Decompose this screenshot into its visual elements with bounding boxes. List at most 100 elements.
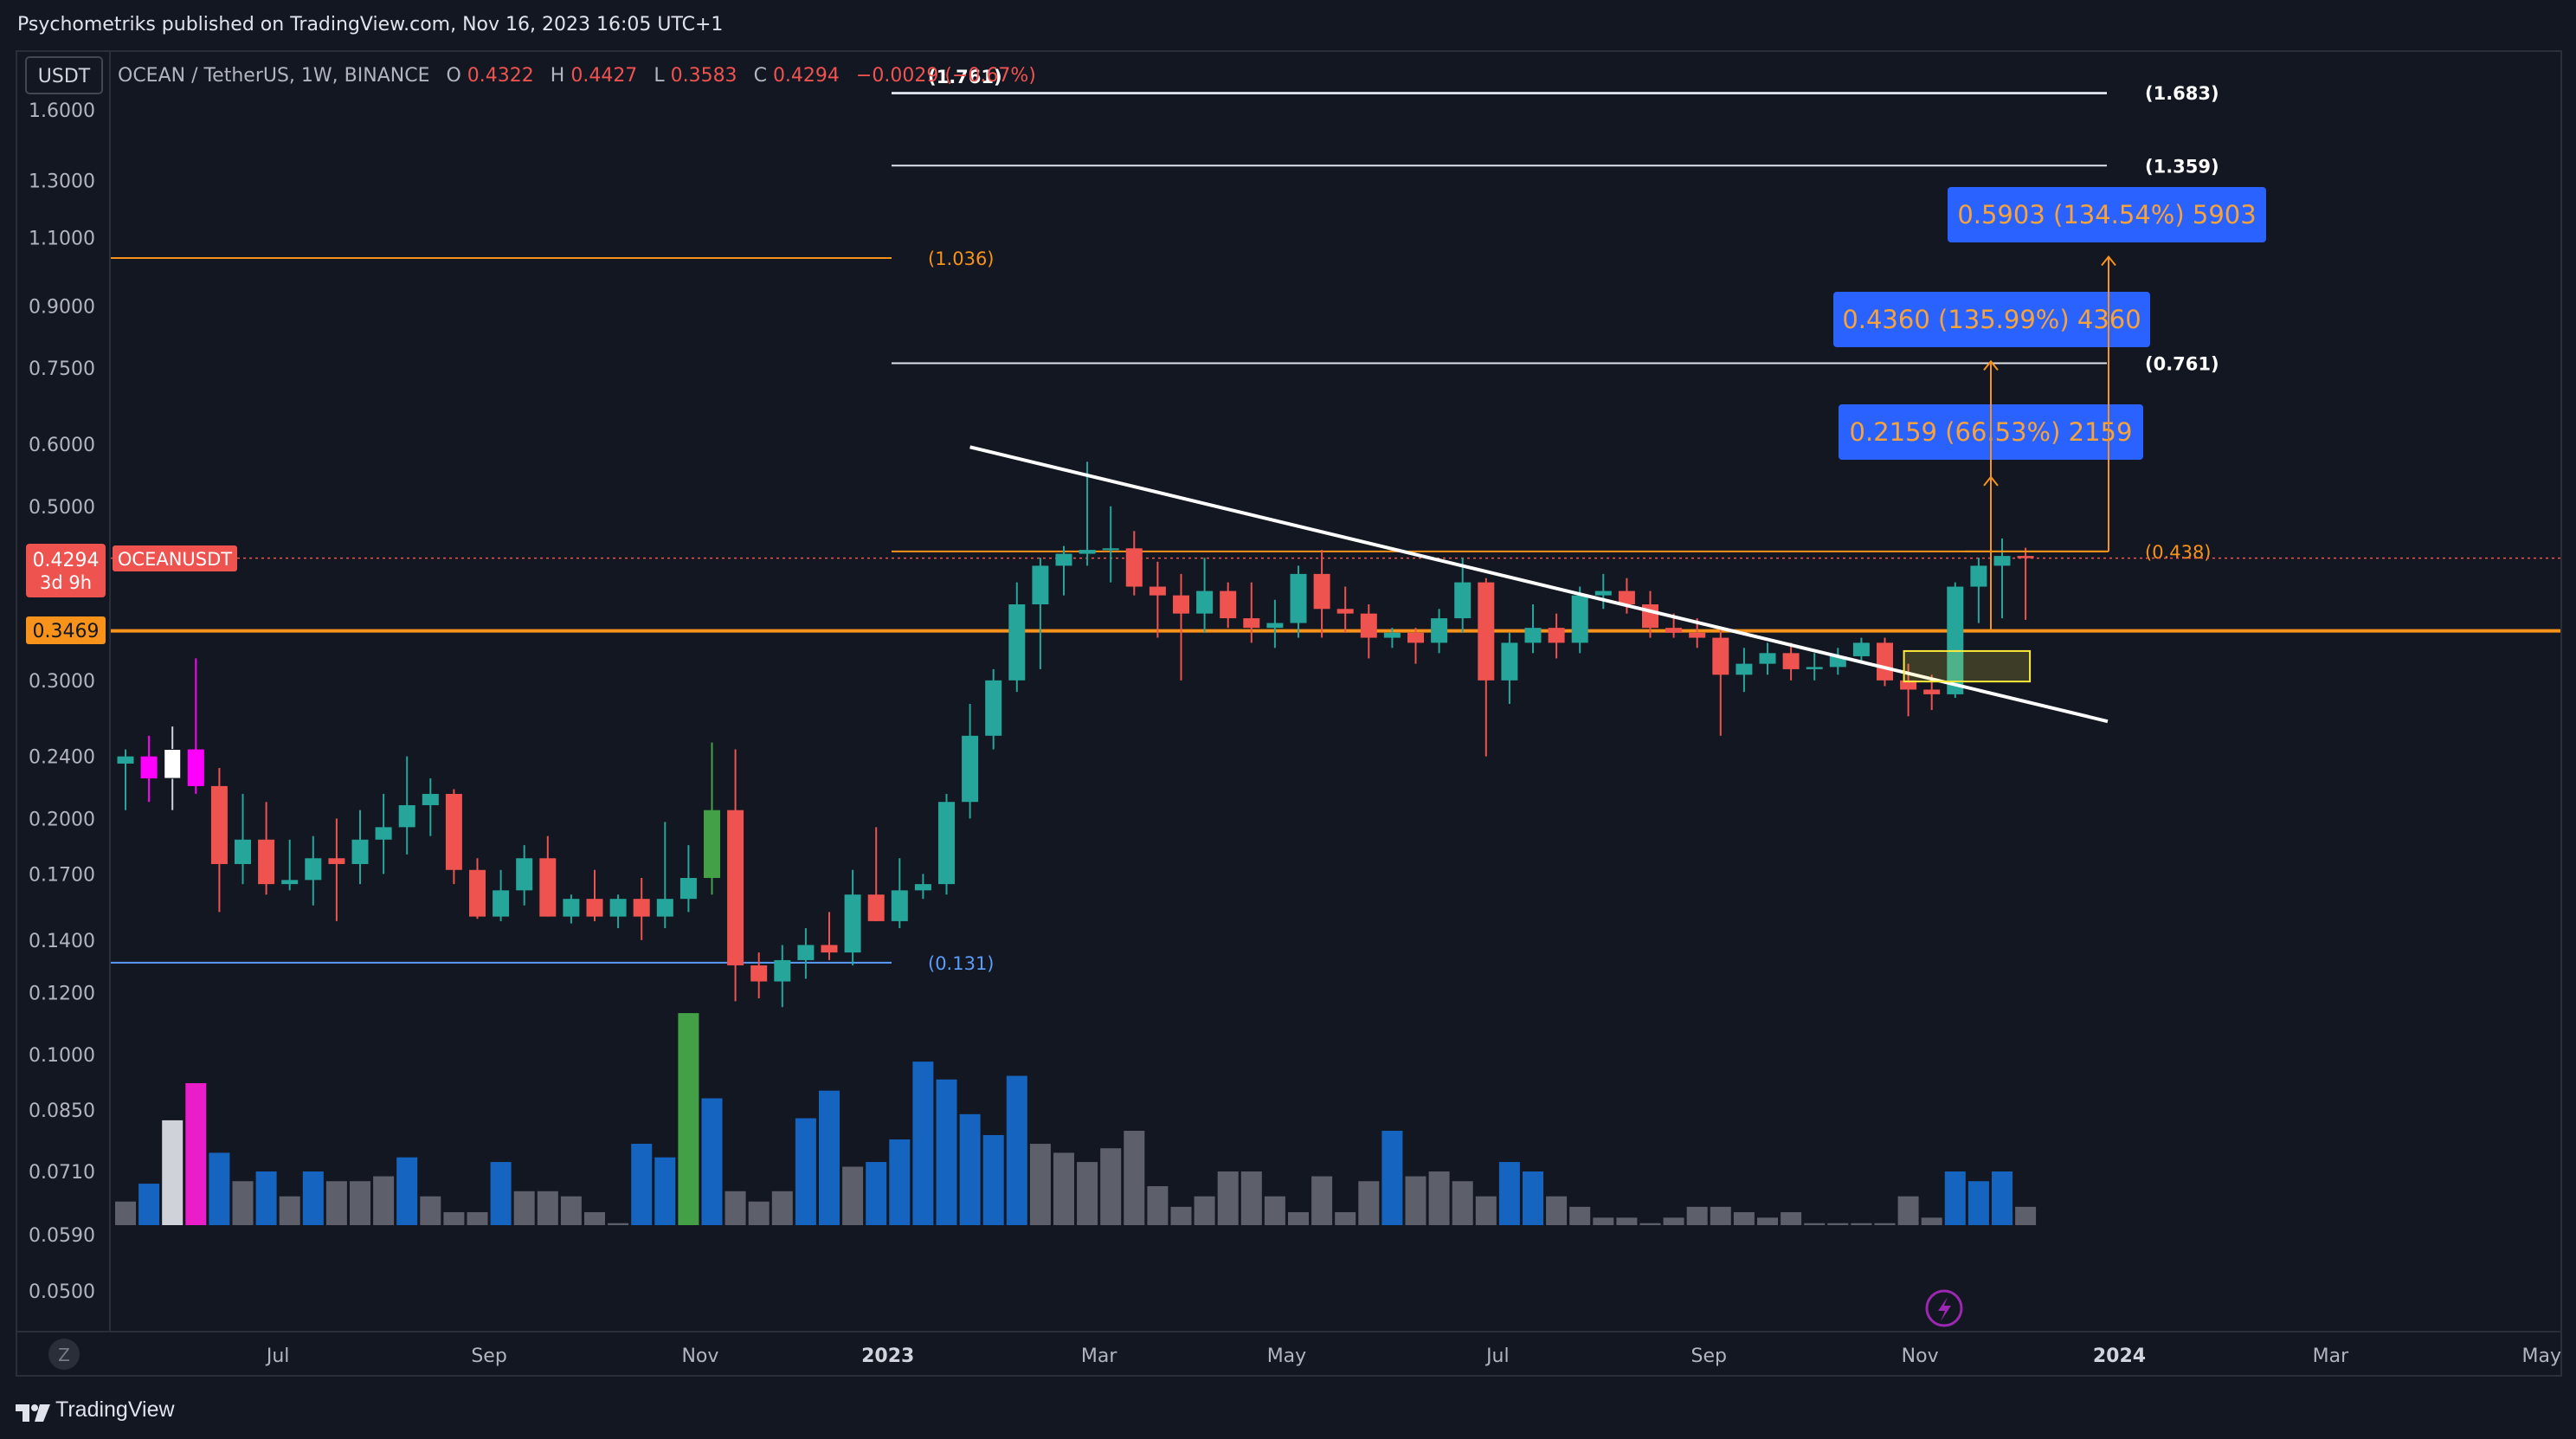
volume-bar [1663,1217,1684,1225]
candle-body [493,890,510,917]
z-button-label: Z [58,1345,70,1365]
lightning-icon[interactable] [1925,1289,1963,1327]
volume-bar [1804,1223,1826,1225]
y-tick-label: 0.2000 [29,809,95,830]
volume-bar [1217,1171,1239,1225]
x-tick-label: Sep [471,1345,506,1367]
fib-level-label: (0.761) [2145,353,2219,374]
y-tick-label: 1.3000 [29,171,95,193]
candle-body [1993,556,2011,566]
tradingview-logo-icon[interactable] [16,1403,52,1423]
candle-body [633,899,650,917]
y-tick-label: 1.1000 [29,228,95,249]
candle-body [679,878,697,900]
footer: TradingView [0,1385,2576,1439]
candle-body [1431,618,1448,643]
fib-level-label: (0.438) [2145,542,2212,563]
y-tick-label: 0.1000 [29,1045,95,1067]
volume-bar [1686,1206,1708,1225]
projection-label: 0.5903 (134.54%) 5903 [1957,200,2256,229]
volume-bar [584,1212,605,1225]
support-price-value: 0.3469 [33,621,100,642]
volume-bar [1053,1152,1074,1225]
candle-body [985,680,1002,736]
volume-bar [842,1166,864,1225]
volume-bar [302,1171,324,1225]
candle-body [1079,550,1096,554]
volume-bar [1967,1181,1989,1225]
x-tick-label: Mar [2313,1345,2349,1367]
candle-body [1877,642,1893,681]
projection-arrowhead [1983,359,1999,371]
tradingview-logo-text[interactable]: TradingView [55,1397,175,1422]
projection-label-box [1833,292,2150,347]
legend-o-value: 0.4322 [467,65,534,87]
candle-body [891,890,908,921]
volume-bar [1381,1131,1403,1225]
volume-bar [420,1196,441,1225]
volume-bar [724,1191,746,1225]
volume-bar [279,1196,300,1225]
candle-body [844,894,861,953]
legend: OCEAN / TetherUS, 1W, BINANCE O 0.4322 H… [118,65,1036,87]
legend-symbol: OCEAN / TetherUS, 1W, BINANCE [118,65,429,87]
candle-body [1571,595,1588,643]
candle-body [1900,680,1917,690]
support-price-badge: 0.3469 [26,616,106,644]
volume-bar [1757,1217,1778,1225]
x-tick-label: Jul [265,1345,290,1367]
volume-bar [1992,1171,2012,1225]
volume-bar [1170,1206,1192,1225]
currency-button[interactable]: USDT [25,56,103,94]
volume-bar [255,1171,277,1225]
candle-body [1782,653,1800,669]
volume-bar [490,1162,512,1225]
candle-body [1196,590,1214,614]
candle-body [1102,548,1119,551]
volume-bar [232,1181,254,1225]
candle-body [1055,553,1072,566]
y-tick-label: 0.2400 [29,747,95,769]
volume-bar [115,1201,136,1225]
candle-body [375,827,392,840]
y-tick-label: 0.5000 [29,497,95,519]
volume-bar [1851,1223,1872,1225]
volume-bar [138,1184,160,1225]
volume-bar [560,1196,582,1225]
volume-bar [1475,1196,1497,1225]
candle-body [1642,604,1658,629]
candle-body [351,839,369,864]
volume-bar [936,1079,957,1225]
x-tick-label: Sep [1691,1345,1727,1367]
volume-bar [771,1191,793,1225]
y-tick-label: 0.0590 [29,1225,95,1247]
candle-body [1313,573,1330,610]
volume-bar [1710,1206,1731,1225]
candle-body [1454,582,1472,619]
y-tick-label: 0.1700 [29,864,95,886]
volume-bar [1874,1223,1896,1225]
candle-body [586,899,603,917]
x-tick-label: 2023 [861,1345,914,1367]
header: Psychometriks published on TradingView.c… [0,0,2576,52]
projection-label-box [1948,187,2266,242]
candle-body [914,884,931,891]
candle-body [938,802,955,885]
candle-body [1852,642,1870,656]
candle-body [750,965,768,982]
volume-bar [1288,1212,1309,1225]
candle-body [2017,556,2034,558]
candle-body [1360,613,1377,638]
candle-body [1478,582,1495,681]
volume-bar [748,1201,770,1225]
candle-body [1407,632,1424,643]
candle-body [867,894,885,921]
volume-bar [982,1134,1004,1225]
z-button[interactable]: Z [48,1339,80,1370]
candle-body [1736,663,1753,675]
candle-body [210,785,228,864]
volume-layer [115,1013,2037,1225]
candle-body [1383,632,1401,638]
